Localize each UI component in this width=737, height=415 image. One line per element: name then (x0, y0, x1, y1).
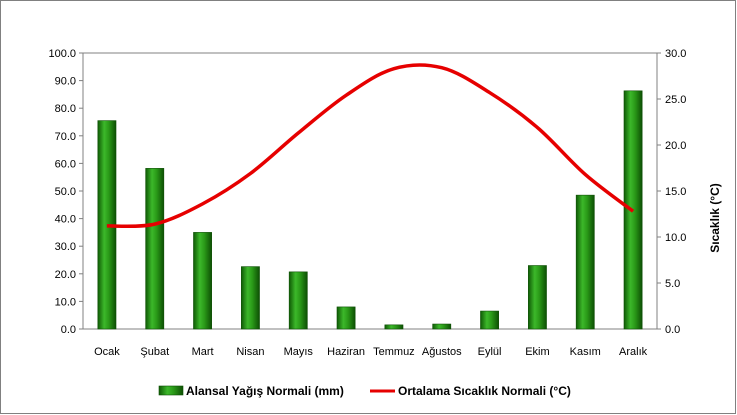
left-tick-label: 80.0 (55, 103, 76, 115)
category-label: Ekim (525, 346, 549, 358)
bar-10 (528, 265, 547, 330)
bar-8 (432, 323, 452, 330)
category-label: Şubat (140, 346, 169, 358)
temperature-line (106, 63, 635, 229)
category-label: Aralık (619, 346, 648, 358)
bar-9 (480, 310, 499, 330)
bar-4 (241, 266, 260, 330)
right-tick-label: 20.0 (665, 140, 686, 152)
category-label: Mayıs (284, 346, 314, 358)
category-label: Mart (192, 346, 214, 358)
bar-6 (336, 306, 356, 330)
legend-label-temperature: Ortalama Sıcaklık Normali (°C) (398, 384, 571, 398)
bar-7 (384, 324, 404, 330)
legend-label-precipitation: Alansal Yağış Normali (mm) (186, 384, 344, 398)
category-label: Eylül (478, 346, 502, 358)
bar-2 (145, 168, 165, 330)
left-tick-label: 60.0 (55, 158, 76, 170)
left-tick-label: 0.0 (61, 324, 76, 336)
left-tick-label: 90.0 (55, 76, 76, 88)
left-tick-label: 30.0 (55, 241, 76, 253)
left-tick-label: 100.0 (48, 48, 76, 60)
bar-11 (575, 194, 595, 330)
left-tick-label: 10.0 (55, 296, 76, 308)
category-label: Kasım (570, 346, 601, 358)
left-tick-label: 50.0 (55, 186, 76, 198)
right-tick-label: 10.0 (665, 232, 686, 244)
left-tick-label: 40.0 (55, 214, 76, 226)
right-tick-label: 30.0 (665, 48, 686, 60)
category-label: Ağustos (422, 346, 462, 358)
legend: Alansal Yağış Normali (mm) Ortalama Sıca… (158, 384, 571, 398)
bar-5 (288, 271, 308, 330)
left-tick-label: 20.0 (55, 269, 76, 281)
category-label: Ocak (94, 346, 120, 358)
left-tick-label: 70.0 (55, 131, 76, 143)
right-tick-label: 15.0 (665, 186, 686, 198)
temperature-series-line (106, 63, 635, 229)
category-label: Temmuz (373, 346, 415, 358)
right-axis-title: Sıcaklık (°C) (708, 183, 722, 253)
legend-swatch-precipitation (158, 385, 184, 396)
category-labels: Ocak Şubat Mart Nisan Mayıs Haziran Temmuz Ağus… (94, 346, 648, 358)
bar-3 (193, 232, 212, 330)
right-tick-label: 0.0 (665, 324, 680, 336)
category-label: Nisan (236, 346, 264, 358)
right-tick-label: 5.0 (665, 278, 680, 290)
right-axis: 0.0 5.0 10.0 15.0 20.0 25.0 30.0 (657, 48, 686, 336)
category-label: Haziran (327, 346, 365, 358)
right-tick-label: 25.0 (665, 94, 686, 106)
left-axis: 0.0 10.0 20.0 30.0 40.0 50.0 60.0 70.0 80.0 90.0 1… (48, 48, 83, 336)
